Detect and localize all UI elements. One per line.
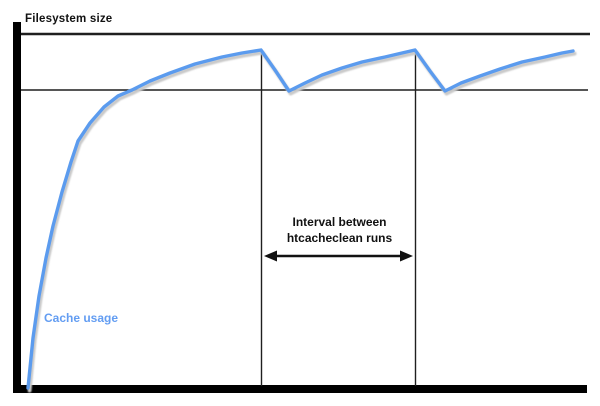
interval-annotation-line2: htcacheclean runs — [286, 231, 393, 245]
cache-usage-curve — [26, 48, 575, 390]
curve-group — [26, 48, 577, 393]
reference-lines — [21, 32, 590, 386]
axes — [13, 22, 587, 393]
cache-usage-label: Cache usage — [44, 311, 119, 325]
interval-arrow — [264, 250, 413, 262]
interval-arrow-left-head — [264, 250, 277, 262]
interval-annotation-line1: Interval between — [292, 215, 387, 229]
filesystem-size-label: Filesystem size — [25, 13, 113, 25]
interval-annotation: Interval between htcacheclean runs — [263, 214, 416, 246]
interval-arrow-right-head — [400, 250, 413, 262]
